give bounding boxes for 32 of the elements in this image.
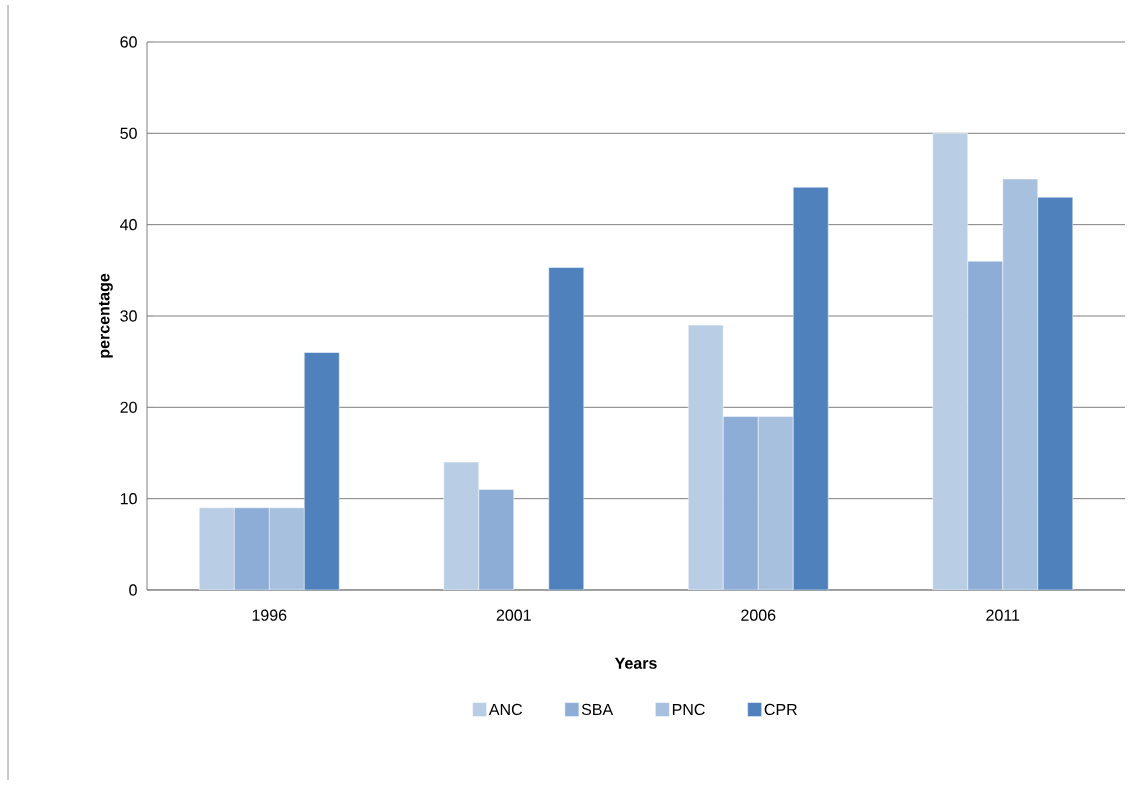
- x-tick-label: 2001: [496, 609, 531, 621]
- y-tick-label: 50: [120, 127, 137, 139]
- bar: [234, 507, 270, 590]
- bar: [758, 416, 794, 590]
- bar: [269, 507, 305, 590]
- bar: [443, 461, 480, 590]
- bar: [932, 133, 969, 590]
- bar: [1037, 197, 1074, 590]
- bar: [967, 260, 1004, 590]
- x-tick-label: 2011: [986, 609, 1020, 621]
- y-tick-label: 40: [120, 218, 137, 231]
- y-tick-label: 10: [120, 492, 137, 505]
- legend-label: SBA: [581, 703, 614, 716]
- bar: [1002, 178, 1039, 590]
- x-axis-title: Years: [614, 657, 657, 669]
- bar: [199, 507, 235, 590]
- y-tick-label: 0: [129, 584, 137, 596]
- y-axis-title: percentage: [98, 273, 113, 358]
- bar: [304, 352, 340, 590]
- bar: [723, 416, 759, 590]
- legend-label: ANC: [488, 703, 523, 716]
- x-tick-label: 2006: [741, 609, 776, 621]
- legend-label: CPR: [764, 703, 797, 716]
- y-tick-label: 30: [120, 310, 137, 322]
- bar: [688, 324, 724, 590]
- legend-label: PNC: [672, 703, 705, 716]
- bar: [548, 267, 585, 590]
- y-tick-label: 20: [120, 401, 137, 413]
- y-tick-label: 60: [120, 36, 137, 48]
- x-tick-label: 1996: [252, 609, 287, 621]
- bar: [478, 489, 515, 590]
- bar: [793, 186, 829, 590]
